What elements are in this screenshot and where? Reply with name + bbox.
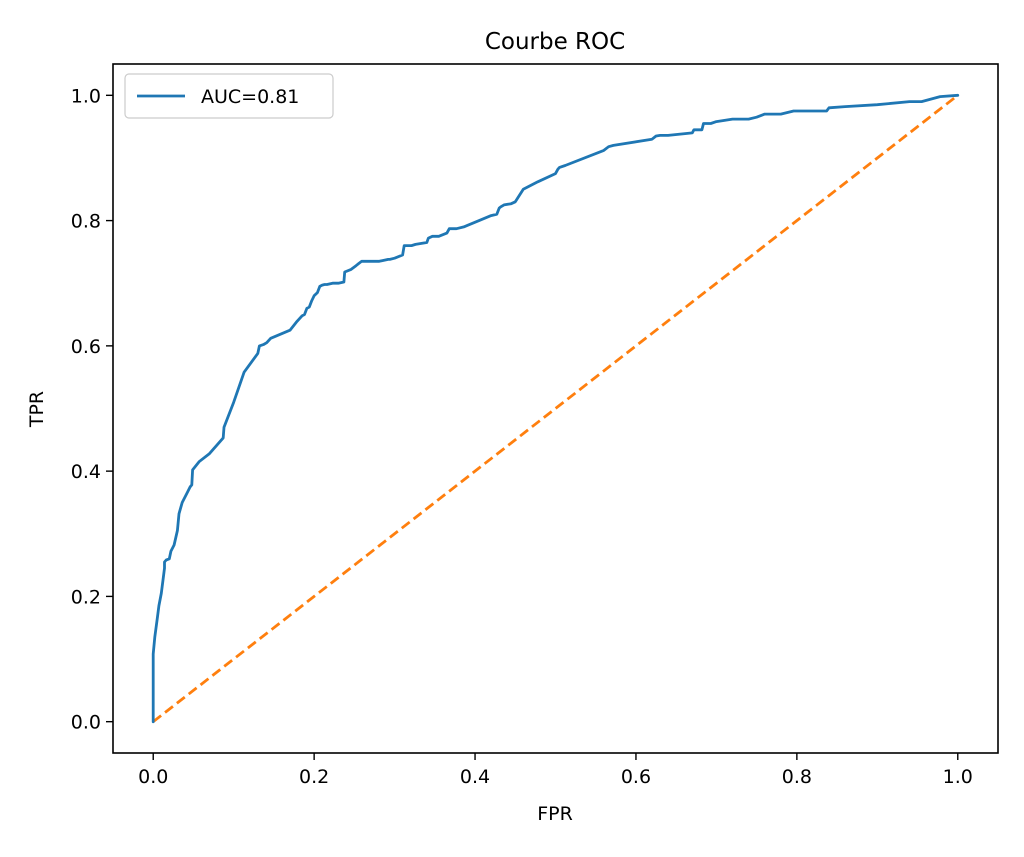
y-tick-label: 0.6 — [71, 336, 101, 358]
chart-title: Courbe ROC — [485, 29, 625, 55]
legend: AUC=0.81 — [124, 73, 334, 119]
chance-diagonal-line — [152, 94, 959, 723]
y-tick-label: 0.0 — [71, 712, 101, 734]
series-layer — [151, 93, 960, 724]
y-tick-label: 0.2 — [71, 586, 101, 608]
y-axis-ticks: 0.0 0.2 0.4 0.6 0.8 1.0 — [71, 85, 113, 734]
x-tick-label: 0.4 — [460, 766, 490, 788]
x-tick-label: 0.8 — [782, 766, 812, 788]
y-axis-label: TPR — [26, 391, 48, 428]
x-tick-label: 1.0 — [943, 766, 973, 788]
legend-box — [124, 73, 334, 119]
y-tick-label: 0.4 — [71, 461, 101, 483]
y-tick-label: 1.0 — [71, 85, 101, 107]
plot-frame — [112, 63, 999, 754]
x-tick-label: 0.0 — [138, 766, 168, 788]
legend-label: AUC=0.81 — [201, 86, 299, 108]
x-tick-label: 0.2 — [299, 766, 329, 788]
x-axis-label: FPR — [537, 803, 573, 825]
x-tick-label: 0.6 — [621, 766, 651, 788]
roc-curve-line — [151, 93, 960, 724]
x-axis-ticks: 0.0 0.2 0.4 0.6 0.8 1.0 — [138, 753, 973, 788]
y-tick-label: 0.8 — [71, 211, 101, 233]
